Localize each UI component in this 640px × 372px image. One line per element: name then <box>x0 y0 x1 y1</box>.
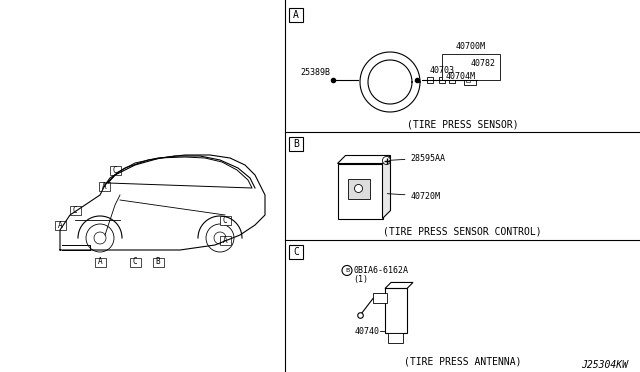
Text: 40700M: 40700M <box>456 42 486 51</box>
Text: (1): (1) <box>353 275 368 284</box>
Text: 25389B: 25389B <box>300 67 330 77</box>
Text: (TIRE PRESS SENSOR CONTROL): (TIRE PRESS SENSOR CONTROL) <box>383 227 542 237</box>
Text: A: A <box>293 10 299 20</box>
Bar <box>337 164 383 218</box>
Bar <box>464 75 476 85</box>
Bar <box>129 257 141 266</box>
Text: A: A <box>58 221 62 230</box>
Circle shape <box>342 266 352 276</box>
Text: C: C <box>73 205 77 215</box>
Text: 0BIA6-6162A: 0BIA6-6162A <box>353 266 408 275</box>
Bar <box>385 288 407 333</box>
Text: B: B <box>293 139 299 149</box>
Text: 28595AA: 28595AA <box>389 154 445 163</box>
Circle shape <box>86 224 114 252</box>
Bar <box>439 77 445 83</box>
Text: 40704M: 40704M <box>446 71 476 80</box>
Text: C: C <box>132 257 138 266</box>
Bar <box>99 182 109 190</box>
Text: 40782: 40782 <box>471 58 496 67</box>
Text: B: B <box>345 268 349 273</box>
Bar <box>388 333 403 343</box>
Bar <box>466 78 470 82</box>
Bar <box>220 235 230 244</box>
Text: C: C <box>113 166 117 174</box>
Bar <box>220 215 230 224</box>
Bar <box>54 221 65 230</box>
Bar <box>348 179 369 199</box>
Circle shape <box>355 185 362 192</box>
Text: B: B <box>156 257 160 266</box>
Text: J25304KW: J25304KW <box>581 360 628 370</box>
Text: C: C <box>223 215 227 224</box>
Text: C: C <box>293 247 299 257</box>
Bar <box>449 77 455 83</box>
Bar <box>427 77 433 83</box>
Text: (TIRE PRESS SENSOR): (TIRE PRESS SENSOR) <box>406 119 518 129</box>
Polygon shape <box>385 282 413 288</box>
Circle shape <box>214 232 226 244</box>
Text: 40720M: 40720M <box>387 192 440 201</box>
Circle shape <box>206 224 234 252</box>
Bar <box>109 166 120 174</box>
FancyBboxPatch shape <box>289 137 303 151</box>
Bar <box>442 54 500 80</box>
Circle shape <box>383 157 390 164</box>
Bar <box>70 205 81 215</box>
Bar <box>95 257 106 266</box>
Bar <box>152 257 163 266</box>
FancyBboxPatch shape <box>289 245 303 259</box>
Text: A: A <box>223 235 227 244</box>
Text: 40740: 40740 <box>355 327 380 336</box>
FancyBboxPatch shape <box>289 8 303 22</box>
Text: (TIRE PRESS ANTENNA): (TIRE PRESS ANTENNA) <box>404 357 521 367</box>
Bar <box>373 294 387 304</box>
Text: A: A <box>98 257 102 266</box>
Text: 40703: 40703 <box>430 65 455 74</box>
Polygon shape <box>337 155 390 164</box>
Polygon shape <box>383 155 390 218</box>
Text: A: A <box>102 182 106 190</box>
Circle shape <box>94 232 106 244</box>
